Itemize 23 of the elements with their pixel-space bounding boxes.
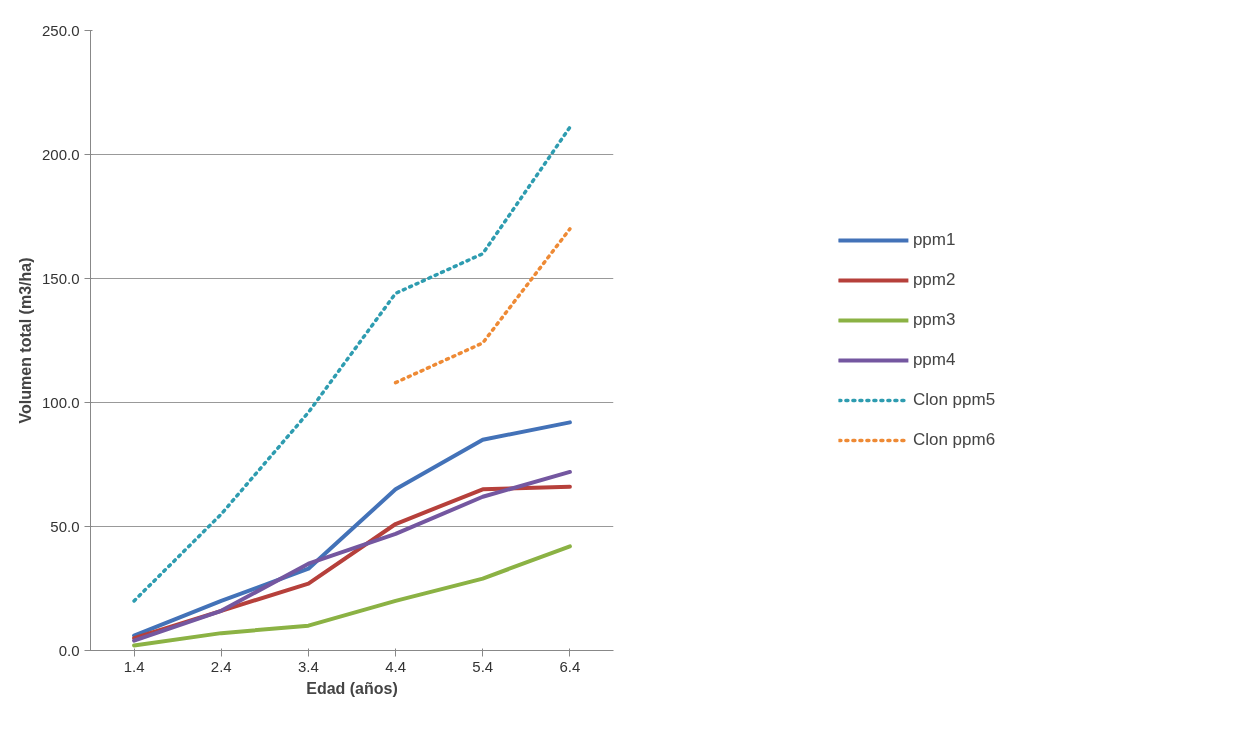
y-axis-title: Volumen total (m3/ha): [16, 257, 34, 424]
y-tick-label: 150.0: [41, 269, 80, 287]
x-tick-label: 5.4: [472, 657, 494, 675]
legend-label: Clon ppm5: [912, 390, 996, 410]
y-tick-label: 0.0: [58, 641, 80, 659]
line-series: [132, 544, 572, 648]
line-series: [132, 125, 572, 603]
legend-label: ppm2: [912, 270, 956, 290]
x-axis-title: Edad (años): [306, 679, 398, 697]
y-tick-label: 50.0: [50, 517, 80, 535]
x-tick-label: 1.4: [123, 657, 145, 675]
line-series: [132, 420, 572, 638]
legend-label: ppm1: [912, 230, 956, 250]
x-tick-label: 3.4: [297, 657, 319, 675]
y-tick-label: 100.0: [41, 393, 80, 411]
x-tick-label: 2.4: [210, 657, 232, 675]
y-tick-label: 250.0: [41, 21, 80, 39]
x-tick-label: 6.4: [559, 657, 581, 675]
x-tick-label: 4.4: [385, 657, 407, 675]
legend-label: ppm4: [912, 350, 956, 370]
legend-label: Clon ppm6: [912, 430, 996, 450]
legend-label: ppm3: [912, 310, 956, 330]
y-tick-label: 200.0: [41, 145, 80, 163]
